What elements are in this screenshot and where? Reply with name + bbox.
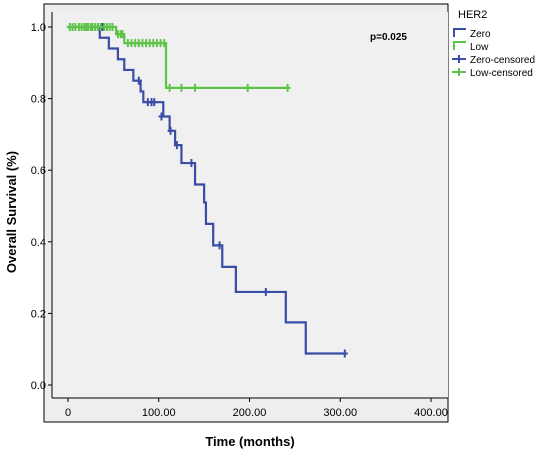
legend-label: Zero-censored <box>470 55 535 66</box>
legend: HER2 Zero Low Zero-censored Low-censored <box>452 9 535 79</box>
legend-swatch <box>453 41 466 50</box>
censor-mark-zero <box>188 159 195 168</box>
legend-label: Low-censored <box>470 68 533 79</box>
x-tick-label: 400.00 <box>414 407 448 419</box>
series-layer <box>68 25 345 355</box>
y-tick-label: 0.0 <box>31 380 46 392</box>
censor-mark-low <box>166 83 173 92</box>
censor-mark-low <box>284 83 291 92</box>
legend-title: HER2 <box>458 9 487 21</box>
legend-swatch <box>453 28 466 37</box>
y-tick-label: 0.8 <box>31 94 46 106</box>
x-axis-title: Time (months) <box>205 434 294 449</box>
censor-mark-zero <box>135 76 142 85</box>
censor-mark-zero <box>151 98 158 107</box>
censor-mark-zero <box>173 141 180 150</box>
censor-layer <box>66 23 348 358</box>
y-tick-label: 0.6 <box>31 165 46 177</box>
censor-mark-low <box>119 30 126 39</box>
censor-mark-low <box>178 83 185 92</box>
p-value-annotation: p=0.025 <box>370 32 407 43</box>
censor-mark-zero <box>341 349 348 358</box>
censor-mark-zero <box>262 287 269 296</box>
censor-mark-zero <box>158 112 165 121</box>
series-low-curve <box>68 25 288 89</box>
x-tick-label: 300.00 <box>323 407 357 419</box>
censor-mark-low <box>161 39 168 48</box>
y-tick-label: 0.4 <box>31 237 46 249</box>
legend-label: Low <box>470 42 489 53</box>
censor-mark-low <box>109 23 116 31</box>
plot-area <box>52 12 448 398</box>
legend-item-zero-censored: Zero-censored <box>452 55 535 66</box>
legend-item-zero: Zero <box>453 28 491 40</box>
axes: 0 100.00 200.00 300.00 400.00 0.0 0.2 0.4 0.6 0.8… <box>31 12 448 419</box>
censor-mark-low <box>192 83 199 92</box>
y-axis-title: Overall Survival (%) <box>4 151 19 273</box>
x-tick-label: 100.00 <box>142 407 176 419</box>
x-tick-label: 0 <box>65 407 71 419</box>
x-tick-label: 200.00 <box>233 407 267 419</box>
legend-label: Zero <box>470 29 491 40</box>
series-zero-curve <box>68 25 345 355</box>
censor-mark-zero <box>216 241 223 250</box>
legend-item-low-censored: Low-censored <box>452 68 533 79</box>
censor-mark-zero <box>167 126 174 135</box>
y-tick-label: 0.2 <box>31 308 46 320</box>
legend-item-low: Low <box>453 41 489 53</box>
y-tick-label: 1.0 <box>31 22 46 34</box>
censor-mark-low <box>244 83 251 92</box>
